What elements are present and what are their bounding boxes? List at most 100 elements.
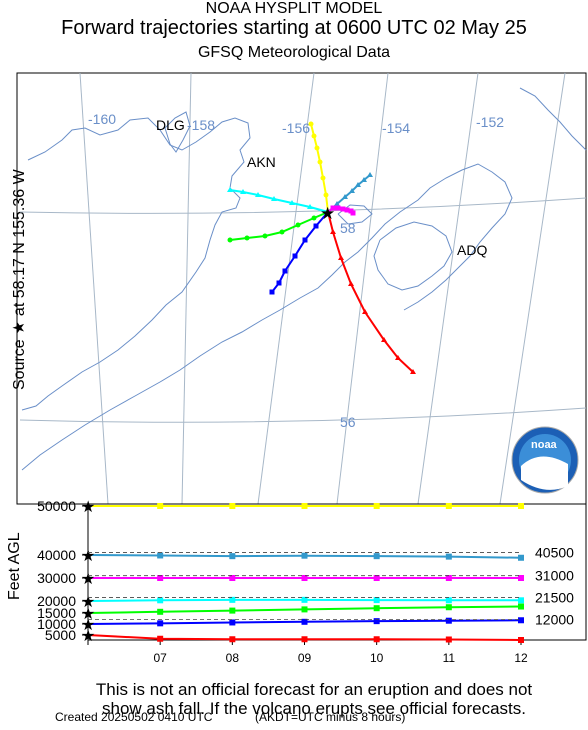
trajectory-point xyxy=(317,159,323,165)
height-point xyxy=(373,636,380,643)
trajectory-point xyxy=(292,253,298,259)
logo-gull xyxy=(521,456,568,490)
height-point xyxy=(157,552,164,559)
lat-label: 56 xyxy=(340,414,356,430)
parallel-line xyxy=(19,197,587,214)
x-tick-label: 10 xyxy=(370,651,384,665)
trajectory-point xyxy=(240,189,246,194)
height-point xyxy=(157,620,164,627)
y-tick-label: 10000 xyxy=(37,616,76,632)
height-point xyxy=(445,553,452,560)
trajectory-point xyxy=(330,229,336,234)
height-point xyxy=(157,608,164,615)
place-label-adq: ADQ xyxy=(457,242,487,258)
x-tick-label: 11 xyxy=(443,651,456,665)
coastline-bay xyxy=(164,111,191,153)
trajectory-markers xyxy=(227,121,416,374)
trajectory-point xyxy=(276,280,282,286)
height-point xyxy=(301,552,308,559)
trajectory-point xyxy=(330,205,336,211)
height-point xyxy=(445,636,452,643)
trajectory-point xyxy=(227,187,233,192)
height-point xyxy=(157,635,164,642)
lon-label: -160 xyxy=(88,111,116,127)
trajectory-point xyxy=(295,222,301,228)
trajectory-point xyxy=(262,233,268,239)
trajectory-point xyxy=(307,204,313,209)
trajectory-point xyxy=(308,121,314,127)
trajectory-point xyxy=(311,215,317,221)
coastline-shelikof xyxy=(337,204,373,225)
trajectory-point xyxy=(269,289,275,295)
x-tick-label: 07 xyxy=(153,651,167,665)
height-point xyxy=(445,617,452,624)
lon-label: -158 xyxy=(187,117,215,133)
meridian-line xyxy=(257,72,315,505)
logo-text: noaa xyxy=(531,439,558,451)
height-point xyxy=(301,618,308,625)
height-point xyxy=(157,503,164,509)
meridian-line xyxy=(499,72,566,505)
trajectory-point xyxy=(348,281,354,286)
height-point xyxy=(445,604,452,611)
meridian-line xyxy=(417,72,479,505)
trajectory-point xyxy=(344,207,350,213)
trajectory-point xyxy=(334,201,340,206)
place-label-akn: AKN xyxy=(247,154,276,170)
right-height-label: 31000 xyxy=(535,568,574,584)
height-point xyxy=(518,503,524,509)
trajectory-point xyxy=(255,192,261,197)
trajectory-point xyxy=(349,188,355,193)
lon-label: -152 xyxy=(476,114,504,130)
height-point xyxy=(301,503,308,509)
height-point xyxy=(373,597,380,604)
height-point xyxy=(373,553,380,560)
trajectory-point xyxy=(395,355,401,360)
height-point xyxy=(229,607,236,614)
met-data-title: GFSQ Meteorological Data xyxy=(197,44,391,61)
height-point xyxy=(301,636,308,643)
y-tick-label: 15000 xyxy=(37,605,76,621)
height-point xyxy=(301,575,308,581)
height-point xyxy=(301,606,308,613)
height-point xyxy=(445,597,452,604)
y-tick-label: 30000 xyxy=(37,570,76,586)
map-frame xyxy=(16,72,587,505)
height-point xyxy=(373,605,380,612)
height-series: ★★★★★★★ xyxy=(81,499,524,645)
height-point xyxy=(229,503,236,509)
coastline-kodiak xyxy=(373,221,453,291)
created-timestamp: Created 20250502 0410 UTC xyxy=(55,710,213,724)
trajectory-point xyxy=(342,194,348,199)
timezone-note: (AKDT=UTC minus 8 hours) xyxy=(255,710,406,724)
source-star-marker: ★ xyxy=(81,548,95,565)
trajectory-point xyxy=(323,192,329,198)
trajectory-point xyxy=(244,235,250,241)
meridian-line xyxy=(336,72,389,505)
coastline xyxy=(21,87,587,471)
trajectory-point xyxy=(302,237,308,243)
x-tick-label: 09 xyxy=(298,651,312,665)
right-height-label: 12000 xyxy=(535,612,574,628)
height-point xyxy=(373,618,380,625)
right-height-labels: 40500 31000 21500 12000 xyxy=(88,545,574,628)
height-point xyxy=(518,597,524,604)
source-star-marker: ★ xyxy=(81,571,95,588)
height-point xyxy=(445,575,452,581)
trajectory-point xyxy=(410,369,416,374)
trajectory-point xyxy=(320,175,326,181)
height-point xyxy=(518,575,524,581)
right-height-label: 21500 xyxy=(535,590,574,606)
trajectory-point xyxy=(313,223,319,229)
source-star-marker: ★ xyxy=(81,594,95,611)
height-point xyxy=(445,503,452,509)
source-star-marker: ★ xyxy=(81,617,95,634)
trajectory-point xyxy=(279,229,285,235)
height-point xyxy=(157,597,164,604)
meridian-line xyxy=(79,72,109,505)
noaa-logo: noaa xyxy=(511,426,579,494)
trajectory-point xyxy=(227,237,233,243)
